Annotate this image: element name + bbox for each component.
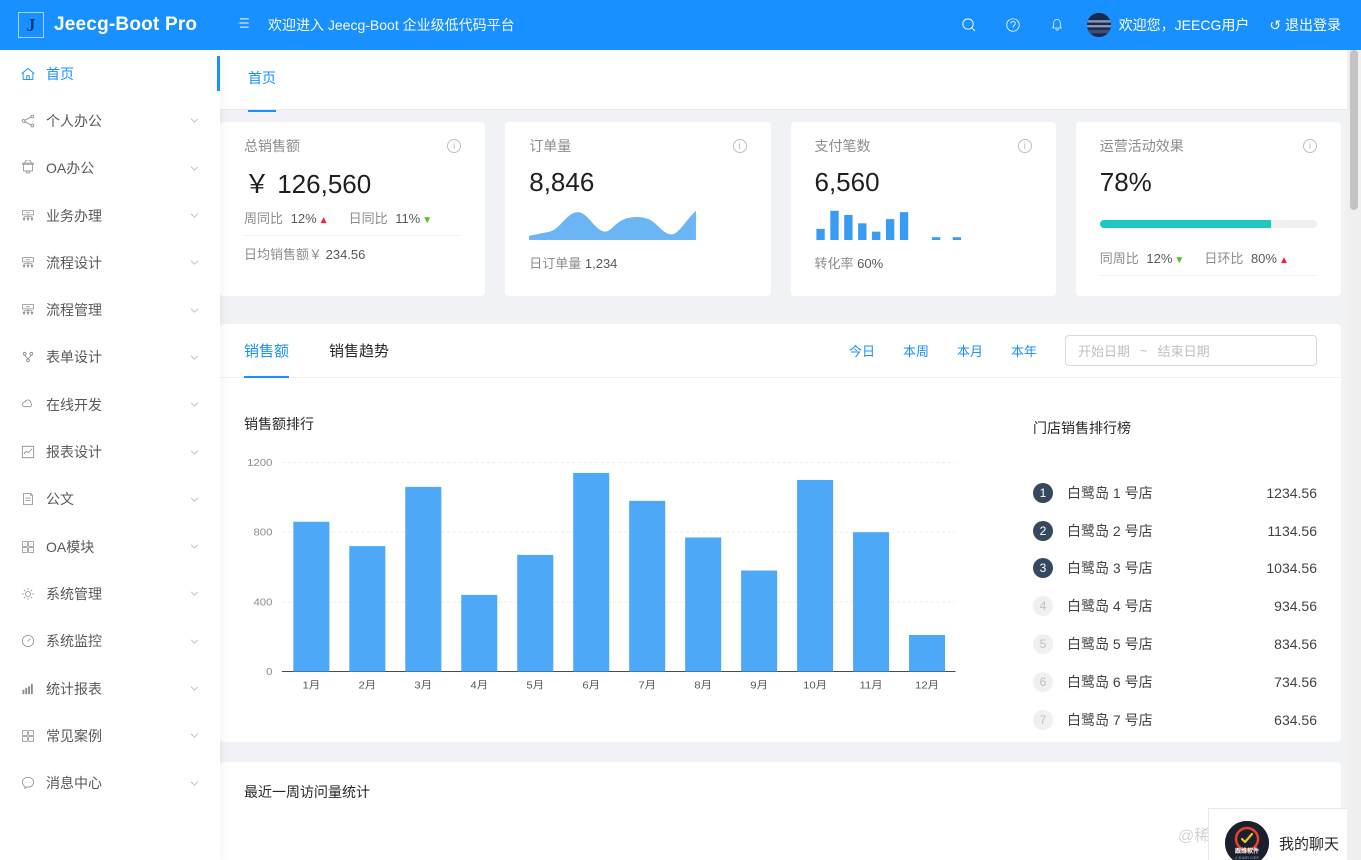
svg-text:跟维软件: 跟维软件 <box>1235 847 1259 855</box>
svg-text:12月: 12月 <box>915 680 939 691</box>
svg-text:1200: 1200 <box>247 457 272 468</box>
svg-text:A JIUWEI CORP: A JIUWEI CORP <box>1235 856 1259 860</box>
svg-text:800: 800 <box>253 527 272 538</box>
svg-text:8月: 8月 <box>694 680 712 691</box>
svg-text:10月: 10月 <box>803 680 827 691</box>
svg-text:3月: 3月 <box>414 680 432 691</box>
svg-text:7月: 7月 <box>638 680 656 691</box>
svg-text:1月: 1月 <box>303 680 321 691</box>
svg-text:4月: 4月 <box>470 680 488 691</box>
svg-text:400: 400 <box>253 597 272 608</box>
svg-text:2月: 2月 <box>358 680 376 691</box>
svg-text:11月: 11月 <box>859 680 882 691</box>
svg-text:5月: 5月 <box>526 680 544 691</box>
svg-text:6月: 6月 <box>582 680 600 691</box>
svg-text:9月: 9月 <box>750 680 768 691</box>
svg-text:0: 0 <box>266 667 272 678</box>
